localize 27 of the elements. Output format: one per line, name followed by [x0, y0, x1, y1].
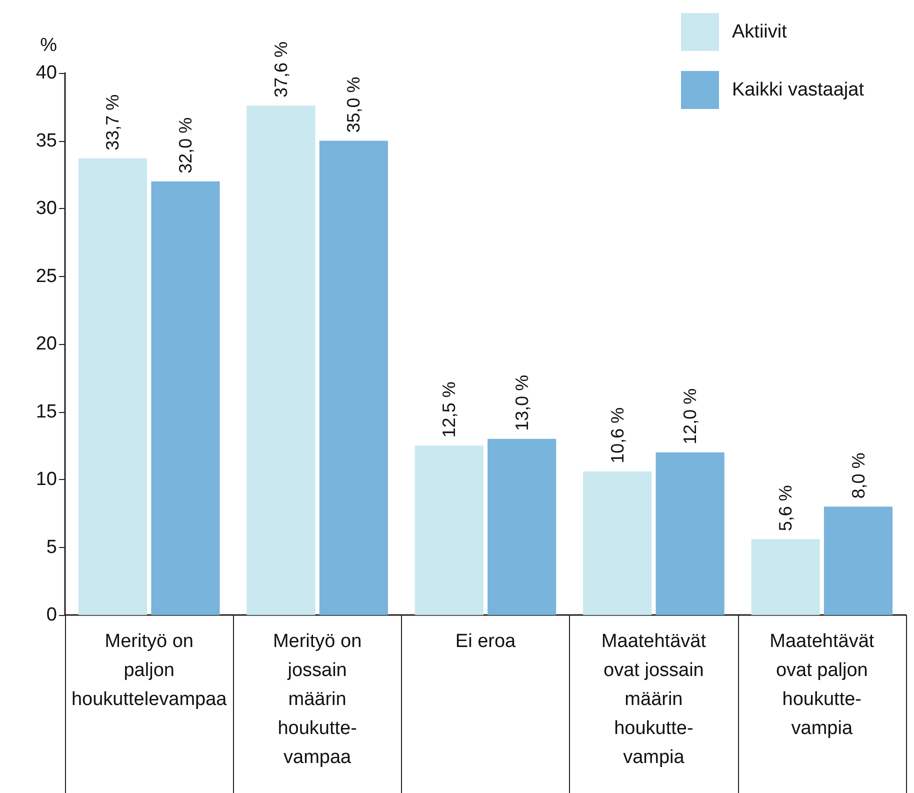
y-tick-label: 15: [36, 401, 57, 422]
data-label: 10,6 %: [607, 407, 628, 464]
x-tick-label: Ei eroa: [455, 631, 516, 652]
data-label: 32,0 %: [175, 117, 196, 174]
y-tick-label: 40: [36, 62, 57, 84]
legend-label: Aktiivit: [732, 22, 788, 42]
y-tick-label: 10: [36, 469, 57, 490]
data-label: 12,5 %: [439, 382, 460, 438]
y-axis-title: %: [40, 35, 58, 56]
data-label: 12,0 %: [680, 388, 700, 444]
y-tick-label: 20: [36, 334, 57, 354]
legend-label: Kaikki vastaajat: [732, 80, 865, 100]
y-tick-label: 30: [36, 198, 57, 219]
data-label: 8,0 %: [848, 452, 868, 499]
x-tick-label: Maatehtävät ovat jossain määrin houkutte- vampia: [601, 631, 707, 768]
x-tick-label: Maatehtävät ovat paljon houkutte- vampia: [770, 631, 875, 739]
data-label: 37,6 %: [270, 41, 291, 98]
y-tick-label: 35: [36, 130, 57, 152]
data-label: 33,7 %: [102, 94, 123, 150]
y-tick-label: 25: [36, 266, 57, 287]
y-tick-label: 5: [46, 536, 57, 558]
data-label: 35,0 %: [344, 76, 364, 133]
x-tick-label: Merityö on paljon houkuttelevampaa: [71, 631, 228, 710]
x-tick-label: Merityö on jossain määrin houkutte- vampaa: [272, 631, 362, 768]
y-tick-label: 0: [46, 604, 57, 626]
data-label: 5,6 %: [776, 485, 796, 532]
data-label: 13,0 %: [512, 374, 532, 431]
